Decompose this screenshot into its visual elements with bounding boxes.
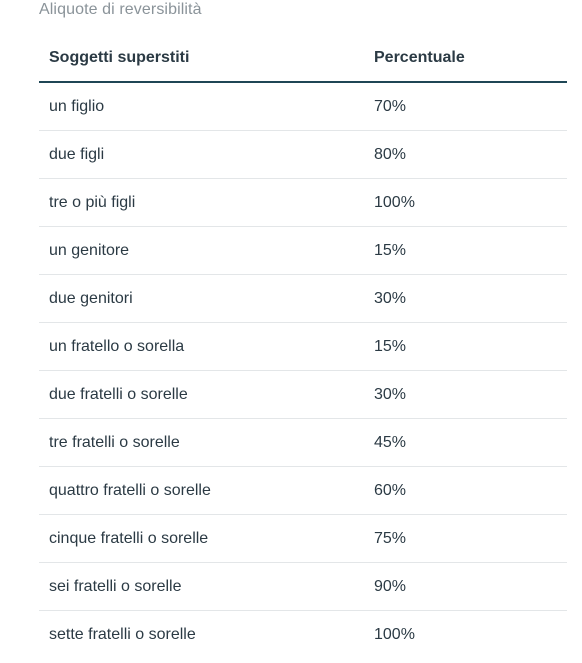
table-row: cinque fratelli o sorelle 75%: [39, 515, 567, 563]
table-row: sei fratelli o sorelle 90%: [39, 563, 567, 611]
cell-percentage: 45%: [374, 433, 407, 451]
cell-percentage: 60%: [374, 481, 407, 499]
table-row: due genitori 30%: [39, 275, 567, 323]
table-row: tre o più figli 100%: [39, 179, 567, 227]
table-row: quattro fratelli o sorelle 60%: [39, 467, 567, 515]
cell-subject: sei fratelli o sorelle: [49, 577, 182, 595]
table-row: un genitore 15%: [39, 227, 567, 275]
cell-percentage: 100%: [374, 626, 415, 643]
cell-percentage: 80%: [374, 145, 407, 163]
cell-subject: cinque fratelli o sorelle: [49, 529, 209, 547]
table-row: due fratelli o sorelle 30%: [39, 371, 567, 419]
cell-subject: quattro fratelli o sorelle: [49, 481, 211, 499]
cell-subject: due fratelli o sorelle: [49, 385, 188, 403]
cell-subject: un figlio: [49, 97, 105, 115]
cell-percentage: 100%: [374, 193, 415, 211]
cell-percentage: 70%: [374, 97, 407, 115]
cell-subject: sette fratelli o sorelle: [49, 626, 196, 643]
cell-percentage: 30%: [374, 289, 407, 307]
cell-subject: tre fratelli o sorelle: [49, 433, 180, 451]
cell-percentage: 15%: [374, 241, 407, 259]
cell-subject: due genitori: [49, 289, 133, 307]
cell-percentage: 90%: [374, 577, 407, 595]
cell-percentage: 75%: [374, 529, 407, 547]
table-row: tre fratelli o sorelle 45%: [39, 419, 567, 467]
cell-percentage: 15%: [374, 337, 407, 355]
table-caption: Aliquote di reversibilità: [39, 1, 202, 18]
table-header: Soggetti superstiti Percentuale: [39, 34, 567, 83]
cell-subject: un fratello o sorella: [49, 337, 185, 355]
reversibility-table: Soggetti superstiti Percentuale un figli…: [39, 34, 567, 659]
table-row: sette fratelli o sorelle 100%: [39, 611, 567, 659]
cell-subject: due figli: [49, 145, 105, 163]
table-row: due figli 80%: [39, 131, 567, 179]
table-row: un figlio 70%: [39, 83, 567, 131]
header-percentage: Percentuale: [374, 48, 465, 66]
header-subjects: Soggetti superstiti: [49, 48, 190, 66]
cell-percentage: 30%: [374, 385, 407, 403]
table-row: un fratello o sorella 15%: [39, 323, 567, 371]
cell-subject: un genitore: [49, 241, 130, 259]
cell-subject: tre o più figli: [49, 193, 136, 211]
table-body: un figlio 70% due figli 80% tre o più fi…: [39, 83, 567, 659]
